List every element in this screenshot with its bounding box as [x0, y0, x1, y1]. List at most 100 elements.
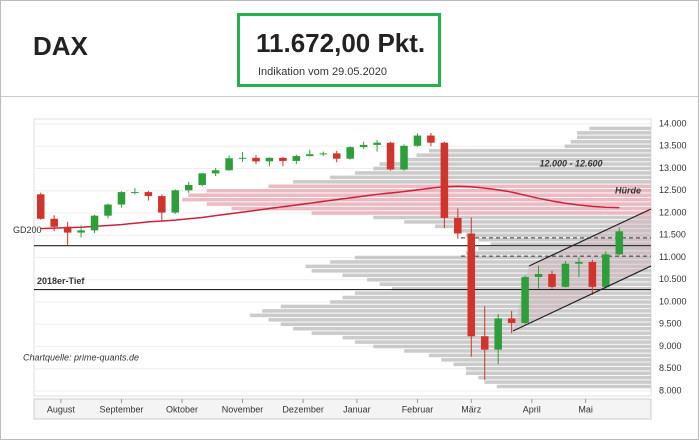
- profile-bar: [379, 162, 651, 166]
- x-tick-label: Oktober: [166, 404, 198, 414]
- x-tick-label: Januar: [343, 404, 371, 414]
- candle-body: [265, 157, 274, 162]
- candle-body: [252, 157, 260, 162]
- profile-bar: [570, 140, 651, 144]
- y-tick-label: 8.500: [659, 363, 682, 373]
- profile-bar: [576, 135, 651, 140]
- profile-bar: [404, 157, 651, 162]
- profile-bar: [249, 313, 651, 318]
- candle-body: [346, 147, 354, 159]
- candle-body: [104, 204, 112, 216]
- separator: [1, 96, 698, 97]
- candle-body: [615, 231, 624, 255]
- price-box: 11.672,00 Pkt. Indikation vom 29.05.2020: [237, 13, 441, 87]
- profile-bar: [478, 237, 651, 242]
- candle-body: [184, 184, 193, 191]
- profile-bar: [496, 384, 651, 389]
- annotation: 12.000 - 12.600: [539, 158, 602, 168]
- x-tick-label: September: [99, 404, 143, 414]
- profile-bar: [305, 264, 651, 269]
- candle-body: [588, 261, 597, 287]
- profile-bar: [268, 318, 651, 322]
- candle-body: [306, 154, 314, 157]
- y-tick-label: 13.000: [659, 163, 687, 173]
- x-tick-label: November: [222, 404, 264, 414]
- y-tick-label: 12.500: [659, 185, 687, 195]
- profile-bar: [478, 375, 651, 380]
- profile-bar: [311, 269, 651, 273]
- candle-body: [131, 192, 139, 194]
- x-tick-label: Dezember: [282, 404, 324, 414]
- candle-body: [63, 226, 72, 233]
- profile-bar: [354, 291, 651, 295]
- profile-bar: [342, 273, 651, 278]
- profile-bar: [342, 295, 651, 300]
- profile-bar: [453, 362, 651, 367]
- profile-bar: [293, 180, 651, 184]
- profile-bar: [465, 233, 651, 238]
- profile-bar: [404, 349, 651, 353]
- candle-body: [386, 142, 395, 170]
- candle-body: [575, 261, 583, 264]
- profile-bar: [354, 255, 651, 260]
- y-tick-label: 9.500: [659, 319, 682, 329]
- chart: 8.000 8.500 9.000 9.500 10.000 10.500 11.000 11…: [13, 118, 687, 420]
- candle-body: [602, 254, 610, 287]
- profile-bar: [379, 282, 651, 286]
- x-axis-band: [33, 398, 652, 420]
- y-tick-label: 13.500: [659, 141, 687, 151]
- profile-bar: [280, 304, 651, 309]
- candle-body: [144, 192, 153, 197]
- title: DAX: [33, 31, 88, 61]
- x-tick-label: August: [47, 404, 76, 414]
- candle-body: [36, 194, 45, 219]
- candle-body: [198, 173, 206, 185]
- candle-body: [467, 233, 476, 337]
- candle-body: [359, 144, 368, 148]
- price: 11.672,00 Pkt.: [256, 28, 426, 58]
- candle-body: [238, 157, 247, 159]
- profile-bar: [416, 153, 651, 157]
- profile-bar: [428, 353, 651, 358]
- profile-bar: [589, 126, 651, 131]
- profile-bar: [373, 344, 651, 349]
- y-tick-label: 10.500: [659, 274, 687, 284]
- candle-body: [561, 263, 570, 287]
- candle-body: [454, 217, 462, 234]
- profile-bar: [435, 224, 651, 229]
- candle-body: [494, 318, 502, 350]
- candle-body: [521, 277, 529, 323]
- profile-bar: [188, 193, 651, 197]
- price-note: Indikation vom 29.05.2020: [258, 66, 388, 78]
- candle-body: [319, 153, 328, 155]
- candle-body: [171, 190, 180, 213]
- candle-body: [292, 156, 301, 161]
- channel-line: [512, 265, 652, 332]
- profile-bar: [280, 322, 651, 327]
- profile-bar: [206, 188, 651, 193]
- profile-bar: [465, 366, 651, 371]
- source-note: Chartquelle: prime-quants.de: [23, 352, 139, 362]
- candle-body: [548, 273, 556, 287]
- profile-bar: [311, 331, 651, 335]
- candle-body: [480, 336, 489, 350]
- profile-bar: [441, 358, 651, 362]
- profile-bar: [478, 246, 651, 251]
- annotation: Hürde: [615, 185, 641, 195]
- profile-bar: [465, 371, 651, 375]
- y-tick-label: 11.000: [659, 252, 686, 262]
- profile-bar: [354, 340, 651, 344]
- candle-body: [413, 135, 422, 146]
- y-tick-label: 9.000: [659, 341, 682, 351]
- profile-bar: [465, 251, 651, 255]
- profile-bar: [262, 309, 651, 313]
- profile-bar: [206, 202, 651, 206]
- profile-bar: [182, 197, 651, 202]
- profile-bar: [311, 211, 651, 215]
- candle-body: [77, 230, 85, 233]
- x-tick-label: Mai: [578, 404, 593, 414]
- profile-bar: [404, 220, 651, 224]
- profile-bar: [564, 144, 651, 149]
- y-tick-label: 12.000: [659, 207, 687, 217]
- profile-bar: [354, 171, 651, 175]
